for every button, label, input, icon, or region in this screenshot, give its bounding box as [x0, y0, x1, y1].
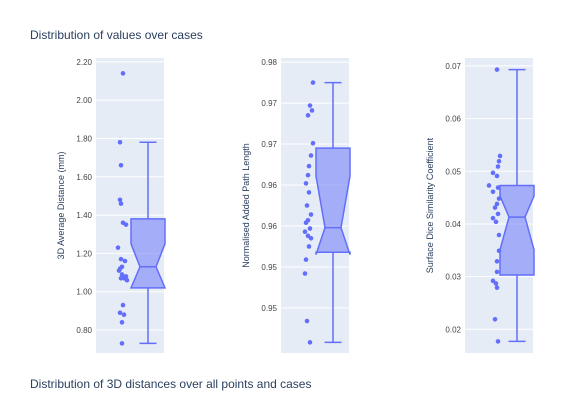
- y-tick-label: 0.97: [261, 140, 277, 149]
- data-point: [490, 189, 496, 195]
- data-point: [495, 185, 501, 190]
- chart-panel-2: 0.95 0.95 0.96 0.96 0.97 0.97 0.98 Normalised A…: [241, 58, 351, 353]
- data-point: [116, 268, 122, 273]
- data-point: [494, 259, 500, 264]
- y-tick-label: 2.00: [76, 96, 92, 105]
- data-point: [493, 281, 499, 286]
- data-point: [120, 71, 126, 76]
- data-point: [494, 285, 500, 290]
- data-point: [496, 232, 502, 238]
- data-point: [307, 103, 313, 108]
- y-tick-label: 0.03: [445, 273, 461, 282]
- y-tick-label: 0.96: [261, 181, 277, 190]
- data-point: [494, 67, 500, 72]
- box-body: [499, 184, 535, 276]
- data-point: [117, 139, 123, 145]
- data-point: [492, 205, 498, 210]
- y-tick-label: 0.96: [261, 222, 277, 231]
- section-title: Distribution of 3D distances over all po…: [30, 377, 312, 391]
- data-point: [119, 320, 125, 325]
- y-tick-label: 0.07: [445, 62, 461, 71]
- data-point: [310, 80, 316, 85]
- chart-panel-1: 0.80 1.00 1.20 1.40 1.60 1.80 2.00 2.20 3D Avera…: [56, 58, 167, 353]
- data-point: [124, 277, 130, 283]
- data-point: [118, 162, 124, 168]
- data-point: [494, 173, 500, 179]
- data-point: [307, 340, 313, 345]
- data-point: [123, 222, 129, 227]
- y-axis-label: Normalised Added Path Length: [241, 143, 251, 268]
- y-tick-label: 0.80: [76, 326, 92, 335]
- data-point: [495, 211, 501, 217]
- y-tick-label: 1.20: [76, 249, 92, 258]
- data-point: [493, 219, 499, 225]
- y-tick-label: 0.06: [445, 115, 461, 124]
- boxplot-figure: 0.80 1.00 1.20 1.40 1.60 1.80 2.00 2.20 3D Avera…: [56, 58, 535, 353]
- data-point: [306, 190, 312, 195]
- data-point: [117, 197, 123, 203]
- data-point: [496, 196, 502, 201]
- y-tick-label: 1.40: [76, 211, 92, 220]
- data-point: [494, 269, 500, 275]
- y-tick-label: 1.00: [76, 288, 92, 297]
- chart-title: Distribution of values over cases: [30, 28, 203, 42]
- data-point: [118, 201, 124, 206]
- data-point: [115, 245, 121, 250]
- data-point: [303, 220, 309, 226]
- y-tick-label: 0.95: [261, 263, 277, 272]
- data-point: [117, 310, 123, 316]
- y-tick-label: 0.98: [261, 58, 277, 67]
- data-point: [120, 302, 126, 308]
- plot-area: [96, 58, 164, 353]
- data-point: [118, 256, 124, 262]
- data-point: [310, 140, 316, 146]
- data-point: [309, 108, 315, 113]
- box-body: [129, 218, 167, 289]
- data-point: [305, 113, 311, 118]
- y-axis-label: Surface Dice Similarity Coefficient: [425, 137, 435, 273]
- data-point: [497, 153, 503, 159]
- data-point: [494, 201, 500, 207]
- y-tick-label: 0.04: [445, 220, 461, 229]
- data-point: [308, 235, 314, 241]
- y-axis-label: 3D Average Distance (mm): [56, 152, 66, 260]
- data-point: [492, 316, 498, 322]
- y-tick-label: 0.02: [445, 325, 461, 334]
- data-point: [306, 244, 312, 249]
- data-point: [496, 248, 502, 254]
- box-body: [315, 147, 351, 255]
- data-point: [122, 258, 128, 264]
- data-point: [302, 271, 308, 276]
- y-tick-label: 0.05: [445, 167, 461, 176]
- data-point: [490, 215, 496, 221]
- data-point: [302, 229, 308, 235]
- data-point: [496, 158, 502, 164]
- data-point: [303, 181, 309, 186]
- data-point: [490, 278, 496, 284]
- data-point: [306, 163, 312, 169]
- data-point: [121, 312, 127, 317]
- y-tick-label: 0.95: [261, 304, 277, 313]
- data-point: [495, 339, 501, 344]
- data-point: [307, 226, 313, 231]
- data-point: [119, 341, 125, 346]
- data-point: [490, 170, 496, 176]
- y-tick-label: 0.97: [261, 99, 277, 108]
- data-point: [304, 203, 310, 208]
- y-tick-label: 1.60: [76, 173, 92, 182]
- data-point: [304, 318, 310, 324]
- data-point: [305, 172, 311, 178]
- data-point: [303, 257, 309, 262]
- data-point: [308, 153, 314, 158]
- data-point: [486, 183, 492, 188]
- data-point: [308, 212, 314, 217]
- y-tick-label: 2.20: [76, 58, 92, 67]
- y-tick-label: 1.80: [76, 134, 92, 143]
- data-point: [495, 164, 501, 169]
- chart-panel-3: 0.02 0.03 0.04 0.05 0.06 0.07 Surface Dice Sim…: [425, 58, 535, 353]
